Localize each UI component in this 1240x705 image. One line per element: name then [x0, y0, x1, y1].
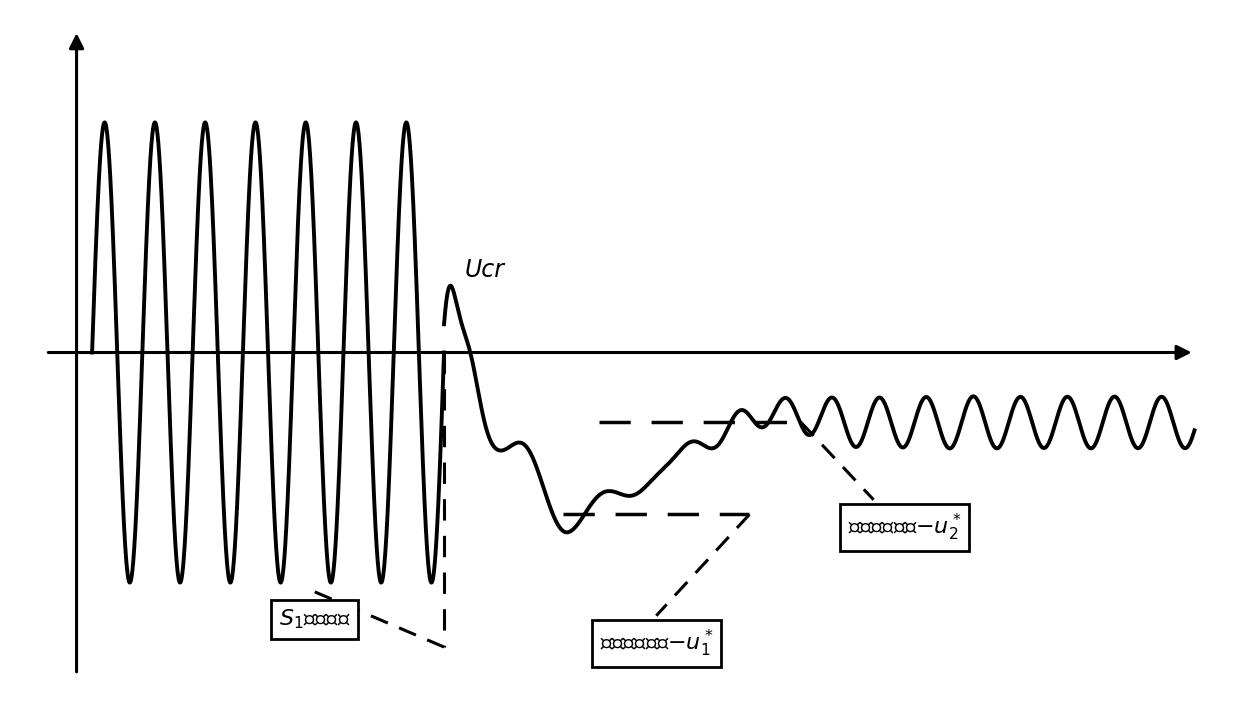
- Text: 第二阈值电压$-u_1^*$: 第二阈值电压$-u_1^*$: [599, 627, 713, 659]
- Text: $S_1$开路故障: $S_1$开路故障: [279, 608, 351, 631]
- Text: 第四阈值电压$-u_2^*$: 第四阈值电压$-u_2^*$: [848, 512, 961, 543]
- Text: Ucr: Ucr: [465, 257, 505, 282]
